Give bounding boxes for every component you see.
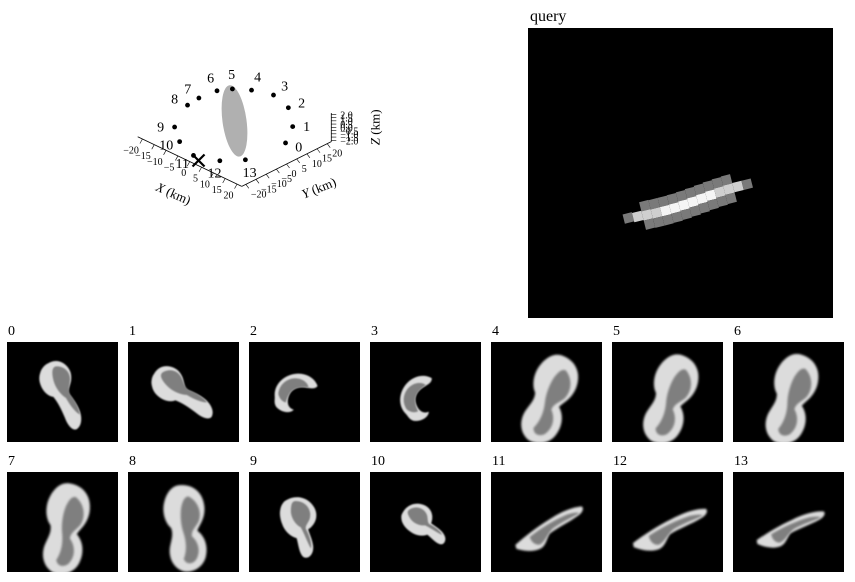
svg-text:9: 9 (157, 121, 164, 136)
thumb-image (249, 342, 360, 442)
thumb-image (128, 472, 239, 572)
thumb-1: 1 (128, 324, 239, 442)
query-title: query (530, 8, 833, 26)
thumb-label: 11 (492, 454, 602, 470)
svg-text:2: 2 (298, 96, 305, 111)
thumb-12: 12 (612, 454, 723, 572)
svg-text:3: 3 (281, 80, 288, 95)
thumb-label: 4 (492, 324, 602, 340)
thumbnail-row-1: 789 10 11 12 13 (7, 454, 848, 572)
thumb-8: 8 (128, 454, 239, 572)
svg-text:15: 15 (322, 154, 332, 165)
thumb-image (370, 472, 481, 572)
svg-text:Z (km): Z (km) (367, 109, 382, 145)
query-panel: query (528, 8, 833, 318)
thumb-9: 9 (249, 454, 360, 572)
thumb-image (7, 472, 118, 572)
thumb-image (612, 472, 723, 572)
query-svg (528, 28, 833, 318)
thumb-label: 1 (129, 324, 239, 340)
thumb-image (733, 342, 844, 442)
thumb-label: 10 (371, 454, 481, 470)
svg-text:X (km): X (km) (153, 179, 193, 208)
thumb-7: 7 (7, 454, 118, 572)
thumb-label: 2 (250, 324, 360, 340)
thumb-label: 8 (129, 454, 239, 470)
thumb-6: 6 (733, 324, 844, 442)
thumb-image (733, 472, 844, 572)
svg-text:5: 5 (193, 174, 198, 185)
svg-text:13: 13 (243, 166, 257, 181)
scatter3d-panel: −20−15−10−505101520−20−15−10−505101520−2… (8, 8, 498, 318)
thumb-2: 2 (249, 324, 360, 442)
thumb-10: 10 (370, 454, 481, 572)
svg-text:20: 20 (332, 149, 342, 160)
svg-text:0: 0 (295, 141, 302, 156)
figure-root: −20−15−10−505101520−20−15−10−505101520−2… (0, 0, 855, 582)
svg-text:Y (km): Y (km) (299, 174, 338, 201)
svg-text:11: 11 (175, 157, 188, 172)
thumb-label: 12 (613, 454, 723, 470)
thumb-3: 3 (370, 324, 481, 442)
thumbnail-grid: 0123456 78910111213 (7, 324, 848, 582)
thumb-0: 0 (7, 324, 118, 442)
thumb-image (491, 472, 602, 572)
thumb-label: 7 (8, 454, 118, 470)
scatter3d-svg: −20−15−10−505101520−20−15−10−505101520−2… (8, 8, 498, 318)
svg-text:5: 5 (228, 68, 235, 83)
thumb-image (7, 342, 118, 442)
thumb-label: 13 (734, 454, 844, 470)
svg-text:15: 15 (212, 185, 222, 196)
svg-text:−5: −5 (281, 174, 292, 185)
thumb-label: 5 (613, 324, 723, 340)
svg-text:5: 5 (302, 164, 307, 175)
svg-text:0: 0 (292, 169, 297, 180)
thumb-label: 3 (371, 324, 481, 340)
svg-text:−10: −10 (147, 157, 163, 168)
thumb-11: 11 (491, 454, 602, 572)
query-image (528, 28, 833, 318)
svg-text:6: 6 (207, 71, 214, 86)
svg-text:8: 8 (171, 93, 178, 108)
svg-text:20: 20 (224, 191, 234, 202)
svg-text:12: 12 (208, 167, 222, 182)
thumb-image (249, 472, 360, 572)
thumb-label: 0 (8, 324, 118, 340)
thumb-image (491, 342, 602, 442)
thumb-label: 9 (250, 454, 360, 470)
svg-text:4: 4 (254, 71, 261, 86)
svg-text:−5: −5 (164, 162, 175, 173)
svg-text:7: 7 (184, 83, 191, 98)
svg-text:1: 1 (303, 120, 310, 135)
thumb-13: 13 (733, 454, 844, 572)
thumbnail-row-0: 0123456 (7, 324, 848, 442)
svg-text:10: 10 (312, 159, 322, 170)
thumb-4: 4 (491, 324, 602, 442)
thumb-image (370, 342, 481, 442)
thumb-image (612, 342, 723, 442)
thumb-image (128, 342, 239, 442)
svg-text:2.0: 2.0 (340, 110, 353, 121)
thumb-5: 5 (612, 324, 723, 442)
thumb-label: 6 (734, 324, 844, 340)
svg-text:10: 10 (159, 139, 173, 154)
